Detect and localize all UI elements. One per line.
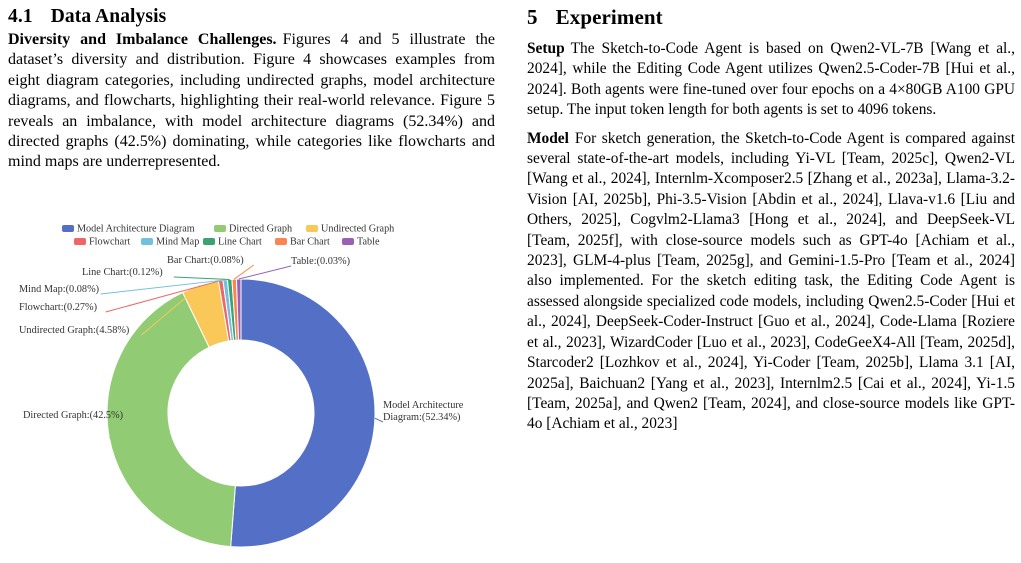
leader-line bbox=[233, 264, 254, 280]
section-title: Data Analysis bbox=[50, 6, 167, 27]
legend-label: Undirected Graph bbox=[321, 224, 394, 235]
legend-label: Flowchart bbox=[89, 237, 130, 248]
legend-swatch bbox=[214, 225, 226, 232]
analysis-paragraph: Diversity and Imbalance Challenges. Figur… bbox=[8, 30, 495, 173]
legend-swatch bbox=[275, 238, 287, 245]
slice-label: Directed Graph:(42.5%) bbox=[23, 410, 123, 421]
slice-label: Model Architecture bbox=[383, 400, 464, 411]
leader-line bbox=[100, 279, 226, 295]
slice-label: Bar Chart:(0.08%) bbox=[167, 255, 244, 266]
slice-label: Line Chart:(0.12%) bbox=[82, 267, 163, 278]
leader-line bbox=[173, 276, 230, 280]
leader-line bbox=[238, 265, 292, 280]
legend-swatch bbox=[203, 238, 215, 245]
paragraph-text: Figures 4 and 5 illustrate the dataset’s… bbox=[8, 31, 495, 171]
leader-line bbox=[109, 419, 136, 439]
donut-slice bbox=[106, 291, 236, 548]
legend-swatch bbox=[62, 225, 74, 232]
right-column: 5 Experiment Setup The Sketch-to-Code Agen… bbox=[527, 0, 1015, 435]
leader-line bbox=[105, 280, 221, 313]
legend-label: Directed Graph bbox=[229, 224, 292, 235]
donut-chart: Model Architecture Diagram Directed Graph… bbox=[19, 224, 464, 548]
section-heading: 5 Experiment bbox=[527, 2, 1015, 32]
left-column: 4.1 Data Analysis Diversity and Imbalance… bbox=[8, 0, 495, 548]
paragraph-runin-heading: Diversity and Imbalance Challenges. bbox=[8, 31, 277, 48]
slice-label: Undirected Graph:(4.58%) bbox=[19, 325, 129, 336]
legend-label: Table bbox=[357, 237, 380, 248]
paragraph-text: For sketch generation, the Sketch-to-Cod… bbox=[527, 129, 1015, 433]
paragraph-runin-heading: Model bbox=[527, 129, 569, 147]
section-number: 5 bbox=[527, 5, 538, 29]
slice-label: Flowchart:(0.27%) bbox=[19, 302, 97, 313]
legend-swatch bbox=[74, 238, 86, 245]
slice-label: Diagram:(52.34%) bbox=[383, 412, 461, 423]
model-paragraph: Model For sketch generation, the Sketch-t… bbox=[527, 129, 1015, 435]
legend-swatch bbox=[141, 238, 153, 245]
leader-line bbox=[374, 417, 384, 423]
legend-label: Model Architecture Diagram bbox=[77, 224, 195, 235]
donut-slice bbox=[230, 278, 376, 548]
section-heading: 4.1 Data Analysis bbox=[8, 4, 495, 30]
section-title: Experiment bbox=[555, 5, 663, 29]
legend-label: Line Chart bbox=[218, 237, 262, 248]
legend-label: Mind Map bbox=[156, 237, 199, 248]
paragraph-runin-heading: Setup bbox=[527, 40, 565, 57]
slice-label: Mind Map:(0.08%) bbox=[19, 284, 99, 295]
donut-slice bbox=[235, 278, 242, 341]
legend-swatch bbox=[306, 225, 318, 232]
legend-label: Bar Chart bbox=[290, 237, 330, 248]
section-number: 4.1 bbox=[8, 6, 33, 27]
setup-paragraph: Setup The Sketch-to-Code Agent is based o… bbox=[527, 39, 1015, 121]
slice-label: Table:(0.03%) bbox=[291, 256, 350, 267]
legend-swatch bbox=[342, 238, 354, 245]
paragraph-text: The Sketch-to-Code Agent is based on Qwe… bbox=[527, 40, 1015, 119]
leader-line bbox=[141, 285, 201, 336]
